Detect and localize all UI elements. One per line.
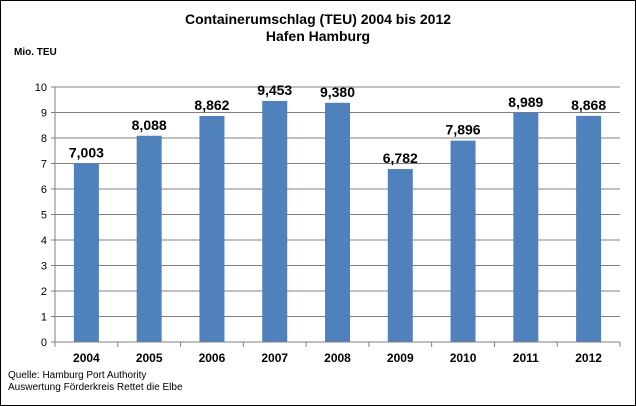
x-tick-label: 2009 <box>387 351 414 365</box>
data-label: 8,868 <box>571 97 606 113</box>
bar <box>73 163 99 342</box>
data-label: 9,453 <box>257 82 292 98</box>
y-ticks: 0 1 2 3 4 5 6 7 8 9 10 <box>35 82 55 349</box>
source-line-2: Auswertung Förderkreis Rettet die Elbe <box>8 382 183 393</box>
y-tick-label: 5 <box>41 210 47 222</box>
data-label: 6,782 <box>383 150 418 166</box>
y-tick-label: 4 <box>41 235 47 247</box>
x-tick-labels: 2004 2005 2006 2007 2008 2009 2010 2011 2012 <box>73 351 602 365</box>
data-label: 8,862 <box>194 97 229 113</box>
x-tick-label: 2007 <box>261 351 288 365</box>
bars <box>73 100 602 342</box>
bar <box>450 140 476 342</box>
data-label: 9,380 <box>320 84 355 100</box>
data-label: 8,088 <box>132 117 167 133</box>
x-tick-label: 2011 <box>513 351 539 365</box>
y-tick-label: 10 <box>35 82 47 94</box>
y-tick-label: 3 <box>41 261 47 273</box>
x-tick-label: 2006 <box>199 351 226 365</box>
y-axis-label: Mio. TEU <box>14 47 57 58</box>
y-tick-label: 9 <box>41 108 47 120</box>
y-tick-label: 8 <box>41 133 47 145</box>
source-line-1: Quelle: Hamburg Port Authority <box>8 370 147 381</box>
bar <box>136 135 162 342</box>
x-tick-label: 2010 <box>450 351 477 365</box>
y-tick-label: 6 <box>41 184 47 196</box>
y-tick-label: 0 <box>41 337 47 349</box>
data-label: 7,896 <box>446 122 481 138</box>
bar <box>325 102 350 342</box>
chart-title: Containerumschlag (TEU) 2004 bis 2012 <box>184 11 452 27</box>
bar <box>576 115 602 342</box>
x-tick-label: 2005 <box>136 351 163 365</box>
y-tick-label: 7 <box>41 159 47 171</box>
data-labels: 7,003 8,088 8,862 9,453 9,380 6,782 7,896 8,989… <box>69 82 606 166</box>
bar <box>387 169 413 342</box>
bar <box>262 100 288 342</box>
x-tick-label: 2012 <box>575 351 602 365</box>
data-label: 8,989 <box>508 94 543 110</box>
x-tick-label: 2008 <box>324 351 351 365</box>
bar <box>513 112 539 342</box>
data-label: 7,003 <box>69 144 104 160</box>
chart-subtitle: Hafen Hamburg <box>265 28 371 44</box>
y-tick-label: 2 <box>41 286 47 298</box>
bar <box>199 116 225 342</box>
y-tick-label: 1 <box>41 312 47 324</box>
x-tick-label: 2004 <box>73 351 100 365</box>
